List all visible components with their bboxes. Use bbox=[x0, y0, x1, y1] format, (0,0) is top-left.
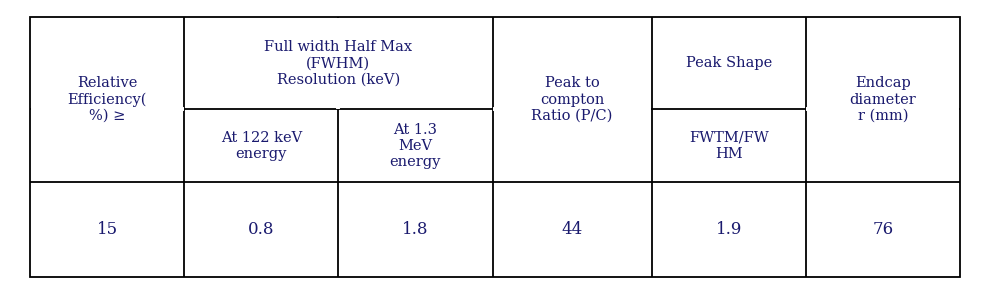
Text: 76: 76 bbox=[872, 221, 894, 238]
Text: 0.8: 0.8 bbox=[248, 221, 274, 238]
Text: Full width Half Max
(FWHM)
Resolution (keV): Full width Half Max (FWHM) Resolution (k… bbox=[264, 40, 413, 86]
Text: FWTM/FW
HM: FWTM/FW HM bbox=[689, 131, 768, 161]
Text: 1.8: 1.8 bbox=[402, 221, 429, 238]
Text: 44: 44 bbox=[561, 221, 583, 238]
Text: Peak to
compton
Ratio (P/C): Peak to compton Ratio (P/C) bbox=[532, 76, 613, 123]
Text: At 122 keV
energy: At 122 keV energy bbox=[221, 131, 302, 161]
Text: 1.9: 1.9 bbox=[716, 221, 742, 238]
Text: Endcap
diameter
r (mm): Endcap diameter r (mm) bbox=[849, 76, 917, 123]
Text: At 1.3
MeV
energy: At 1.3 MeV energy bbox=[390, 123, 442, 169]
Text: 15: 15 bbox=[96, 221, 118, 238]
Text: Peak Shape: Peak Shape bbox=[686, 56, 772, 70]
Text: Relative
Efficiency(
%) ≥: Relative Efficiency( %) ≥ bbox=[67, 76, 147, 123]
